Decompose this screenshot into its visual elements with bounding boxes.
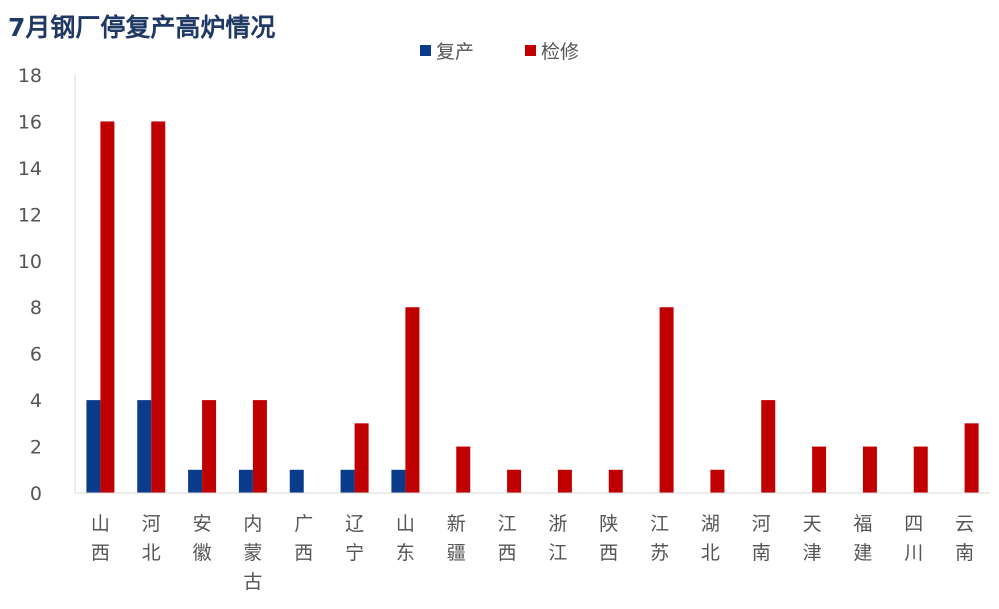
- x-tick-label: 云南: [955, 513, 974, 564]
- bar-fuchan: [289, 469, 304, 493]
- x-tick-label: 天津: [803, 513, 822, 564]
- bar-jianxiu: [405, 307, 420, 493]
- x-tick-label: 福建: [853, 513, 872, 564]
- x-tick-label: 广西: [294, 513, 313, 564]
- x-tick-label: 安徽: [193, 513, 212, 564]
- bar-jianxiu: [608, 469, 623, 493]
- bar-jianxiu: [659, 307, 674, 493]
- bar-fuchan: [391, 469, 406, 493]
- bar-jianxiu: [710, 469, 725, 493]
- y-tick-label: 16: [18, 111, 42, 133]
- bar-jianxiu: [507, 469, 522, 493]
- bar-jianxiu: [202, 400, 217, 493]
- bar-jianxiu: [456, 446, 471, 493]
- y-tick-label: 0: [30, 483, 42, 505]
- x-tick-label: 新疆: [447, 513, 466, 564]
- bar-jianxiu: [913, 446, 928, 493]
- y-axis: 0 2 4 6 8 10 12 14 16 18: [18, 65, 76, 505]
- y-tick-label: 12: [18, 204, 42, 226]
- x-tick-label: 江苏: [650, 513, 669, 564]
- legend-swatch: [420, 45, 431, 56]
- legend-label: 检修: [541, 41, 579, 63]
- bar-jianxiu: [862, 446, 877, 493]
- bar-jianxiu: [812, 446, 827, 493]
- bar-fuchan: [137, 400, 152, 493]
- y-tick-label: 2: [30, 437, 42, 459]
- bar-jianxiu: [761, 400, 776, 493]
- bar-jianxiu: [252, 400, 267, 493]
- y-tick-label: 4: [30, 390, 42, 412]
- bar-jianxiu: [151, 121, 166, 493]
- bar-jianxiu: [100, 121, 115, 493]
- bar-fuchan: [340, 469, 355, 493]
- x-tick-label: 内蒙古: [243, 513, 262, 593]
- x-tick-label: 山东: [396, 513, 415, 564]
- x-tick-label: 河北: [142, 513, 161, 564]
- x-tick-label: 陕西: [599, 513, 618, 564]
- y-tick-label: 6: [30, 344, 42, 366]
- legend-label: 复产: [436, 41, 474, 63]
- x-tick-label: 浙江: [548, 513, 567, 564]
- bar-fuchan: [86, 400, 101, 493]
- x-tick-label: 辽宁: [345, 513, 364, 564]
- bar-jianxiu: [964, 423, 979, 493]
- y-tick-label: 10: [18, 251, 42, 273]
- bar-fuchan: [188, 469, 203, 493]
- x-tick-label: 江西: [498, 513, 517, 564]
- legend-swatch: [525, 45, 536, 56]
- bar-jianxiu: [354, 423, 369, 493]
- x-tick-label: 河南: [752, 513, 771, 564]
- bar-fuchan: [238, 469, 253, 493]
- x-tick-label: 四川: [904, 513, 923, 564]
- y-tick-label: 8: [30, 297, 42, 319]
- y-tick-label: 18: [18, 65, 42, 87]
- y-tick-label: 14: [18, 158, 42, 180]
- chart-title: 7月钢厂停复产高炉情况: [8, 13, 276, 42]
- x-tick-label: 山西: [91, 513, 110, 564]
- bar-jianxiu: [557, 469, 572, 493]
- bars: [86, 121, 979, 493]
- legend: 复产 检修: [420, 41, 579, 63]
- x-tick-label: 湖北: [701, 513, 720, 564]
